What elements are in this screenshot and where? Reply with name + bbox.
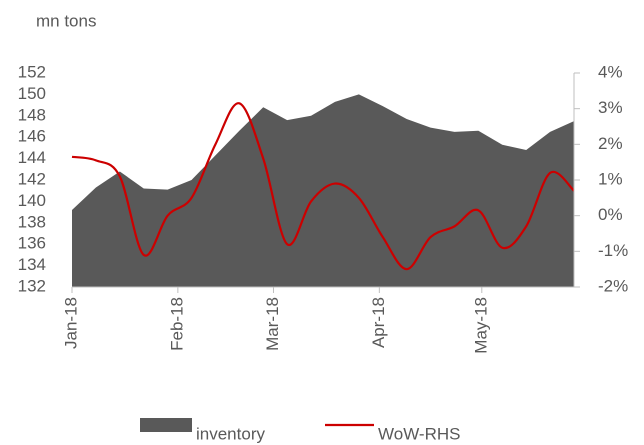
y2-tick-label: -1% — [598, 241, 628, 260]
y-tick-label: 150 — [18, 84, 46, 103]
y-tick-label: 136 — [18, 234, 46, 253]
y-tick-label: 144 — [18, 148, 46, 167]
x-tick-label: Apr-18 — [369, 297, 388, 348]
x-tick-label: Mar-18 — [263, 297, 282, 351]
y-tick-label: 142 — [18, 169, 46, 188]
y2-tick-label: -2% — [598, 276, 628, 295]
y-tick-label: 148 — [18, 105, 46, 124]
y-tick-label: 132 — [18, 276, 46, 295]
y2-tick-label: 0% — [598, 205, 623, 224]
y2-tick-label: 3% — [598, 98, 623, 117]
legend-label: WoW-RHS — [378, 424, 461, 443]
y-tick-label: 140 — [18, 191, 46, 210]
line — [71, 102, 575, 271]
legend-label: inventory — [196, 424, 265, 443]
legend-swatch — [140, 418, 192, 432]
y-tick-label: 146 — [18, 127, 46, 146]
area — [72, 94, 574, 288]
y-axis-label: mn tons — [36, 11, 96, 30]
y-tick-label: 152 — [18, 62, 46, 81]
x-tick-label: Jan-18 — [61, 297, 80, 349]
y-tick-label: 134 — [18, 255, 46, 274]
y2-tick-label: 1% — [598, 169, 623, 188]
y2-tick-label: 4% — [598, 62, 623, 81]
y2-tick-label: 2% — [598, 134, 623, 153]
x-tick-label: May-18 — [471, 297, 490, 354]
x-tick-label: Feb-18 — [167, 297, 186, 351]
y-tick-label: 138 — [18, 212, 46, 231]
